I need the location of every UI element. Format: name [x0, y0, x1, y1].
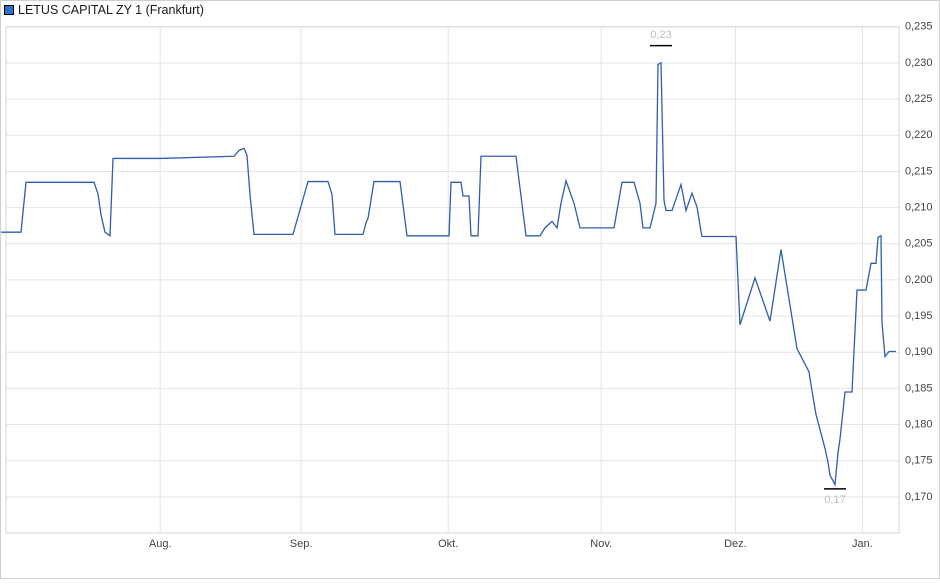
svg-text:0,200: 0,200	[905, 274, 933, 286]
svg-text:0,185: 0,185	[905, 382, 933, 394]
svg-text:0,23: 0,23	[650, 29, 671, 41]
svg-text:0,230: 0,230	[905, 57, 933, 69]
svg-text:0,180: 0,180	[905, 418, 933, 430]
svg-text:0,195: 0,195	[905, 310, 933, 322]
svg-text:Dez.: Dez.	[724, 538, 747, 550]
svg-text:0,205: 0,205	[905, 238, 933, 250]
svg-text:0,175: 0,175	[905, 455, 933, 467]
svg-text:Jan.: Jan.	[852, 538, 873, 550]
svg-text:0,170: 0,170	[905, 491, 933, 503]
svg-text:0,220: 0,220	[905, 129, 933, 141]
svg-text:0,190: 0,190	[905, 346, 933, 358]
svg-text:0,210: 0,210	[905, 202, 933, 214]
svg-text:0,17: 0,17	[824, 494, 845, 506]
svg-text:Sep.: Sep.	[290, 538, 313, 550]
svg-text:Aug.: Aug.	[149, 538, 172, 550]
svg-text:Nov.: Nov.	[590, 538, 612, 550]
svg-text:Okt.: Okt.	[438, 538, 458, 550]
svg-text:0,225: 0,225	[905, 93, 933, 105]
svg-text:0,235: 0,235	[905, 21, 933, 33]
svg-text:0,215: 0,215	[905, 165, 933, 177]
